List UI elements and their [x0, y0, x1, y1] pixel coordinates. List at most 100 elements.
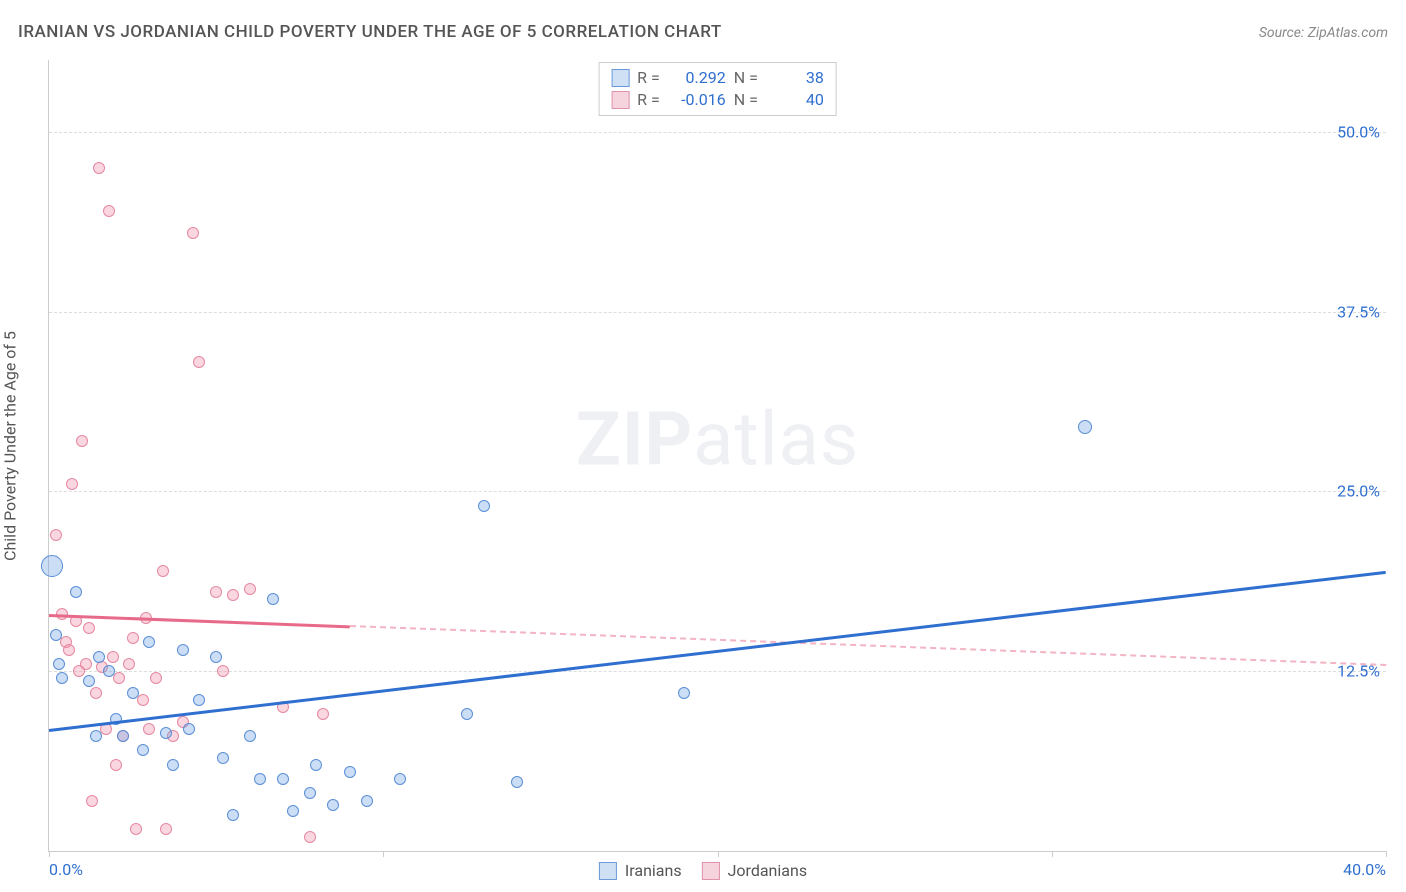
scatter-point: [107, 651, 119, 663]
gridline: [49, 132, 1386, 133]
scatter-point: [137, 744, 149, 756]
scatter-point: [478, 500, 490, 512]
scatter-point: [177, 644, 189, 656]
scatter-point: [167, 759, 179, 771]
legend-row-jordanians: R = -0.016 N = 40: [611, 89, 824, 111]
scatter-point: [227, 589, 239, 601]
scatter-point: [678, 687, 690, 699]
source-label: Source: ZipAtlas.com: [1259, 25, 1388, 41]
scatter-plot: ZIPatlas R = 0.292 N = 38 R = -0.016 N =…: [48, 60, 1386, 852]
scatter-point: [143, 723, 155, 735]
n-value-iranians: 38: [766, 67, 824, 89]
scatter-point: [210, 651, 222, 663]
n-label: N =: [734, 67, 758, 89]
scatter-point: [217, 665, 229, 677]
scatter-point: [160, 727, 172, 739]
x-tick: [1052, 851, 1053, 857]
swatch-iranians: [611, 69, 629, 87]
scatter-point: [76, 435, 88, 447]
scatter-point: [93, 651, 105, 663]
x-tick: [49, 851, 50, 857]
chart-title: IRANIAN VS JORDANIAN CHILD POVERTY UNDER…: [18, 22, 722, 42]
scatter-point: [127, 687, 139, 699]
scatter-point: [117, 730, 129, 742]
scatter-point: [50, 629, 62, 641]
legend-row-iranians: R = 0.292 N = 38: [611, 67, 824, 89]
header: IRANIAN VS JORDANIAN CHILD POVERTY UNDER…: [18, 22, 1388, 42]
scatter-point: [327, 799, 339, 811]
legend-label-iranians: Iranians: [625, 861, 682, 880]
scatter-point: [123, 658, 135, 670]
legend-series: Iranians Jordanians: [599, 861, 807, 880]
scatter-point: [254, 773, 266, 785]
gridline: [49, 491, 1386, 492]
scatter-point: [217, 752, 229, 764]
scatter-point: [137, 694, 149, 706]
scatter-point: [310, 759, 322, 771]
scatter-point: [41, 555, 63, 577]
watermark-rest: atlas: [693, 396, 859, 483]
scatter-point: [227, 809, 239, 821]
scatter-point: [90, 687, 102, 699]
scatter-point: [304, 831, 316, 843]
scatter-point: [150, 672, 162, 684]
scatter-point: [193, 694, 205, 706]
gridline: [49, 671, 1386, 672]
scatter-point: [244, 730, 256, 742]
scatter-point: [344, 766, 356, 778]
scatter-point: [113, 672, 125, 684]
scatter-point: [93, 162, 105, 174]
scatter-point: [90, 730, 102, 742]
scatter-point: [187, 227, 199, 239]
x-tick: [383, 851, 384, 857]
scatter-point: [183, 723, 195, 735]
scatter-point: [66, 478, 78, 490]
y-tick-label: 50.0%: [1337, 122, 1380, 141]
scatter-point: [1078, 420, 1092, 434]
gridline: [49, 312, 1386, 313]
scatter-point: [80, 658, 92, 670]
scatter-point: [210, 586, 222, 598]
r-label: R =: [637, 67, 660, 89]
y-tick-label: 37.5%: [1337, 302, 1380, 321]
n-label: N =: [734, 89, 758, 111]
scatter-point: [244, 583, 256, 595]
scatter-point: [277, 773, 289, 785]
scatter-point: [83, 622, 95, 634]
scatter-point: [461, 708, 473, 720]
scatter-point: [103, 665, 115, 677]
scatter-point: [86, 795, 98, 807]
scatter-point: [394, 773, 406, 785]
scatter-point: [130, 823, 142, 835]
scatter-point: [511, 776, 523, 788]
legend-label-jordanians: Jordanians: [728, 861, 807, 880]
scatter-point: [304, 787, 316, 799]
scatter-point: [317, 708, 329, 720]
r-value-iranians: 0.292: [668, 67, 726, 89]
watermark: ZIPatlas: [576, 396, 859, 483]
r-value-jordanians: -0.016: [668, 89, 726, 111]
scatter-point: [103, 205, 115, 217]
scatter-point: [70, 586, 82, 598]
scatter-point: [53, 658, 65, 670]
x-tick-label: 0.0%: [49, 860, 83, 879]
swatch-iranians: [599, 862, 617, 880]
y-tick-label: 25.0%: [1337, 482, 1380, 501]
scatter-point: [63, 644, 75, 656]
x-tick-label: 40.0%: [1343, 860, 1386, 879]
legend-correlation: R = 0.292 N = 38 R = -0.016 N = 40: [598, 62, 837, 116]
scatter-point: [287, 805, 299, 817]
x-tick: [1386, 851, 1387, 857]
legend-item-jordanians: Jordanians: [702, 861, 807, 880]
scatter-point: [193, 356, 205, 368]
scatter-point: [56, 672, 68, 684]
swatch-jordanians: [702, 862, 720, 880]
scatter-point: [361, 795, 373, 807]
watermark-bold: ZIP: [576, 396, 693, 483]
n-value-jordanians: 40: [766, 89, 824, 111]
scatter-point: [50, 529, 62, 541]
scatter-point: [127, 632, 139, 644]
y-axis-title: Child Poverty Under the Age of 5: [1, 331, 20, 561]
scatter-point: [143, 636, 155, 648]
x-tick: [718, 851, 719, 857]
